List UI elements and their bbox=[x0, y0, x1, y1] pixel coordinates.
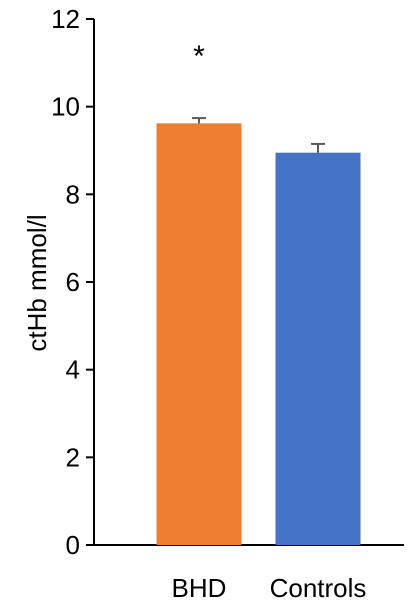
significance-marker: * bbox=[193, 40, 205, 73]
y-tick-label: 2 bbox=[66, 442, 80, 472]
bar-bhd bbox=[156, 123, 242, 545]
y-tick-label: 10 bbox=[51, 92, 80, 122]
y-tick-label: 12 bbox=[51, 4, 80, 34]
y-tick-label: 8 bbox=[66, 179, 80, 209]
x-category-label: BHD bbox=[172, 573, 227, 603]
bar-controls bbox=[275, 152, 361, 546]
y-tick-label: 6 bbox=[66, 267, 80, 297]
label-layer: 0 2 4 6 8 10 12 BHD Controls * bbox=[51, 4, 366, 603]
x-category-label: Controls bbox=[270, 573, 367, 603]
y-axis-title: ctHb mmol/l bbox=[22, 214, 52, 351]
y-tick-label: 4 bbox=[66, 355, 80, 385]
y-tick-label: 0 bbox=[66, 530, 80, 560]
bar-layer bbox=[156, 117, 361, 546]
